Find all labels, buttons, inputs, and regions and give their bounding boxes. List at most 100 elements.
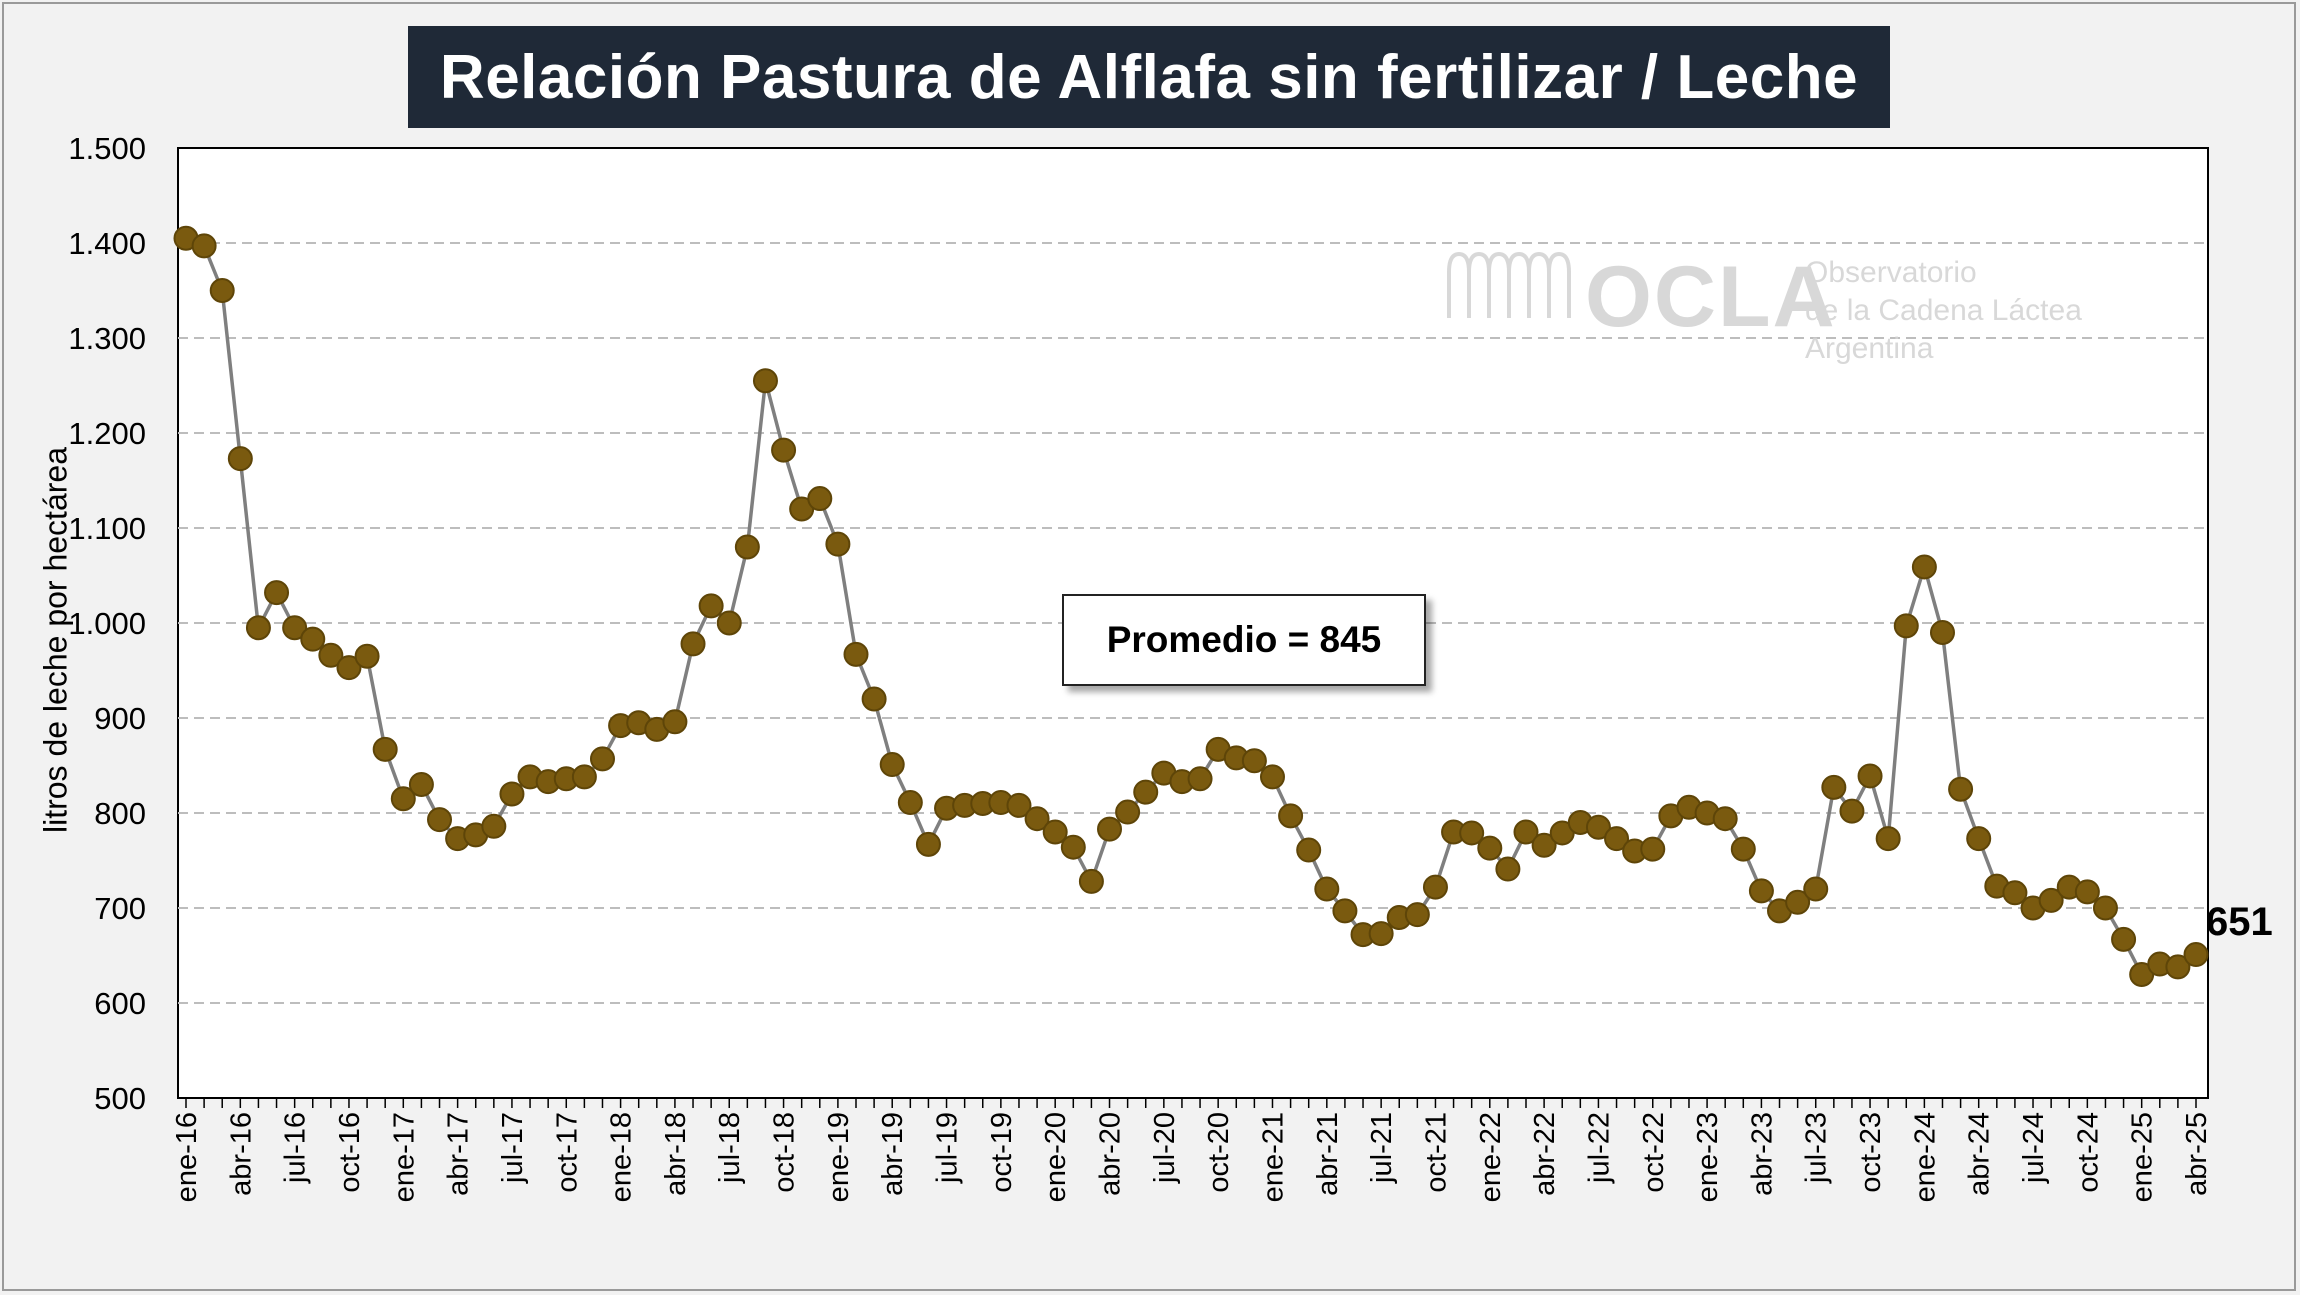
x-tick-label: oct-21 (1420, 1112, 1452, 1193)
data-point (1115, 799, 1141, 825)
data-point (1097, 816, 1123, 842)
data-point (861, 686, 887, 712)
data-point (680, 631, 706, 657)
y-tick-label: 900 (94, 701, 146, 736)
y-axis-ticks: 500 600 700 800 900 1.000 1.100 1.200 1.300 1.400… (68, 131, 146, 1116)
data-point (1893, 613, 1919, 639)
x-tick-label: oct-24 (2072, 1112, 2104, 1193)
data-point (427, 807, 453, 833)
x-tick-label: ene-22 (1475, 1112, 1507, 1202)
y-axis-label: litros de leche por hectárea (37, 447, 74, 833)
data-point (1187, 766, 1213, 792)
data-point (897, 790, 923, 816)
x-tick-label: ene-18 (606, 1112, 638, 1202)
data-point (1296, 837, 1322, 863)
data-point (2111, 926, 2137, 952)
data-point (264, 580, 290, 606)
data-point (2038, 887, 2064, 913)
data-point (2165, 954, 2191, 980)
data-point (1929, 620, 1955, 645)
x-tick-label: jul-17 (497, 1112, 529, 1184)
ocla-brand: OCLA (1585, 249, 1837, 345)
data-point (1585, 814, 1611, 840)
data-point (1604, 826, 1630, 852)
data-point (481, 813, 507, 839)
data-point (300, 626, 326, 652)
x-tick-label: abr-20 (1095, 1112, 1127, 1196)
data-point (1332, 898, 1358, 924)
x-tick-label: ene-20 (1040, 1112, 1072, 1202)
x-tick-label: jul-18 (714, 1112, 746, 1184)
data-point (1712, 806, 1738, 832)
x-tick-label: jul-22 (1583, 1112, 1615, 1184)
data-point (1368, 921, 1394, 947)
x-tick-label: abr-17 (443, 1112, 475, 1196)
data-point (1531, 832, 1557, 858)
x-tick-label: jul-24 (2018, 1112, 2050, 1184)
data-point (318, 642, 344, 668)
series-group (173, 225, 2209, 987)
y-tick-label: 800 (94, 796, 146, 831)
data-point (915, 831, 941, 857)
data-point (1259, 764, 1285, 790)
data-point (1278, 803, 1304, 829)
x-tick-label: abr-19 (877, 1112, 909, 1196)
data-point (2074, 879, 2100, 905)
ocla-line2: de la Cadena Láctea (1805, 294, 2082, 327)
data-point (499, 781, 525, 807)
x-tick-label: ene-19 (823, 1112, 855, 1202)
data-point (1513, 819, 1539, 845)
data-point (354, 643, 380, 669)
ocla-subtitle: Observatorio de la Cadena Láctea Argenti… (1805, 254, 2082, 368)
data-point (209, 278, 235, 303)
x-tick-label: abr-25 (2181, 1112, 2213, 1196)
x-tick-label: ene-16 (171, 1112, 203, 1202)
data-point (843, 641, 869, 667)
y-tick-label: 1.200 (68, 416, 146, 451)
data-point (372, 736, 398, 762)
data-point (1006, 792, 1032, 818)
data-point (1404, 902, 1430, 928)
data-point (408, 772, 434, 797)
x-tick-label: abr-18 (660, 1112, 692, 1196)
x-tick-label: abr-22 (1529, 1112, 1561, 1196)
x-tick-label: abr-24 (1964, 1112, 1996, 1196)
data-point (662, 709, 688, 735)
y-tick-label: 1.100 (68, 511, 146, 546)
x-tick-label: ene-21 (1257, 1112, 1289, 1202)
data-point (191, 233, 217, 259)
x-tick-label: ene-17 (388, 1112, 420, 1202)
data-point (1839, 798, 1865, 824)
data-point (1640, 836, 1666, 862)
y-tick-label: 1.300 (68, 321, 146, 356)
data-point (1875, 826, 1901, 852)
data-point (771, 437, 797, 463)
ocla-line3: Argentina (1805, 332, 1934, 365)
x-tick-label: ene-25 (2127, 1112, 2159, 1202)
data-point (1422, 874, 1448, 900)
y-tick-label: 1.400 (68, 226, 146, 261)
average-annotation: Promedio = 845 (1062, 594, 1426, 686)
x-tick-label: jul-19 (932, 1112, 964, 1184)
data-point (571, 764, 597, 790)
data-point (716, 610, 742, 636)
y-tick-label: 1.500 (68, 131, 146, 166)
x-tick-label: oct-17 (551, 1112, 583, 1193)
data-point (1042, 819, 1068, 845)
x-tick-label: abr-16 (225, 1112, 257, 1196)
data-point (390, 786, 416, 812)
y-tick-label: 600 (94, 986, 146, 1021)
data-point (698, 593, 724, 619)
y-tick-label: 1.000 (68, 606, 146, 641)
data-point (1948, 776, 1974, 802)
x-tick-label: jul-16 (280, 1112, 312, 1184)
data-point (336, 655, 362, 681)
data-point (879, 752, 905, 778)
data-point (227, 446, 253, 472)
data-point (1857, 763, 1883, 789)
data-point (734, 534, 760, 560)
chart-title: Relación Pastura de Alflafa sin fertiliz… (408, 26, 1890, 128)
data-point (1821, 774, 1847, 800)
x-tick-label: jul-20 (1149, 1112, 1181, 1184)
x-tick-label: oct-16 (334, 1112, 366, 1193)
